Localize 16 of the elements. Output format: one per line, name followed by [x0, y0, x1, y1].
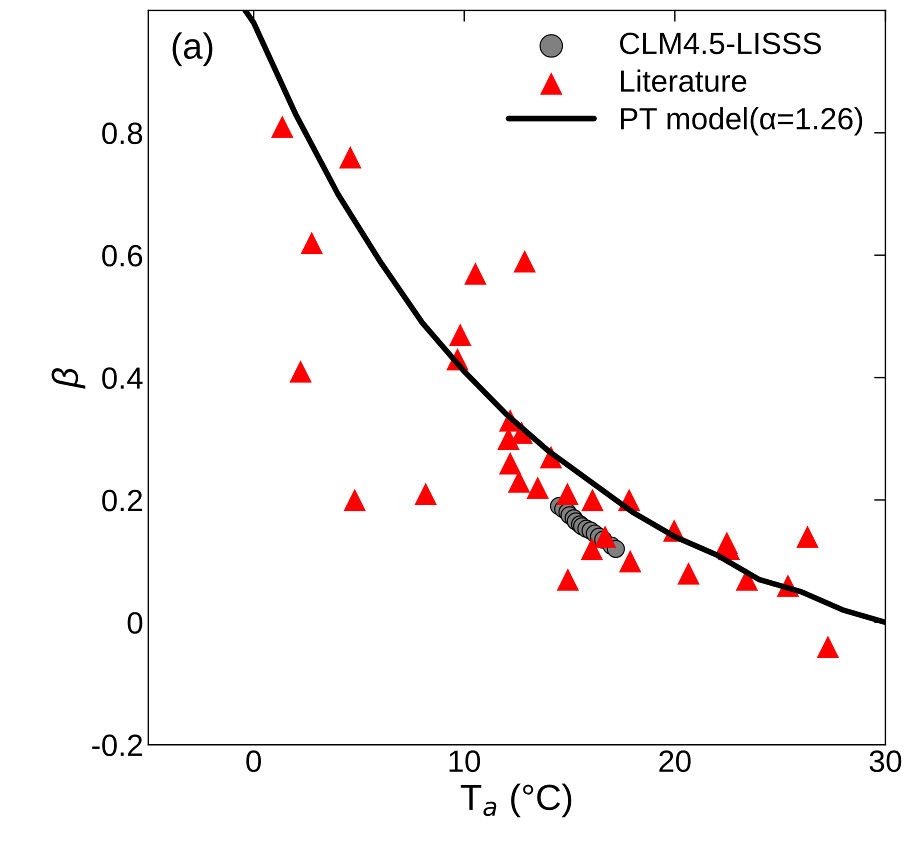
legend-label: PT model(α=1.26): [621, 107, 862, 136]
y-tick-label: 0.8: [102, 122, 142, 144]
y-tick-label: -0.2: [92, 734, 142, 756]
legend-label: CLM4.5-LISSS: [620, 32, 821, 54]
y-tick-label: 0: [128, 612, 142, 634]
legend-label: Literature: [621, 69, 746, 92]
x-tick-label: 20: [659, 750, 691, 772]
y-tick-label: 0.4: [102, 367, 143, 389]
y-tick-label: 0.2: [102, 490, 142, 512]
y-tick-label: 0.6: [102, 244, 142, 267]
y-axis-title: β: [52, 368, 86, 389]
x-axis-title: T$_{a}$ (°C): [460, 784, 572, 818]
x-tick-label: 30: [870, 750, 902, 772]
x-tick-label: 10: [450, 750, 480, 772]
x-tick-label: 0: [246, 750, 261, 772]
annotation: (a): [172, 32, 212, 66]
